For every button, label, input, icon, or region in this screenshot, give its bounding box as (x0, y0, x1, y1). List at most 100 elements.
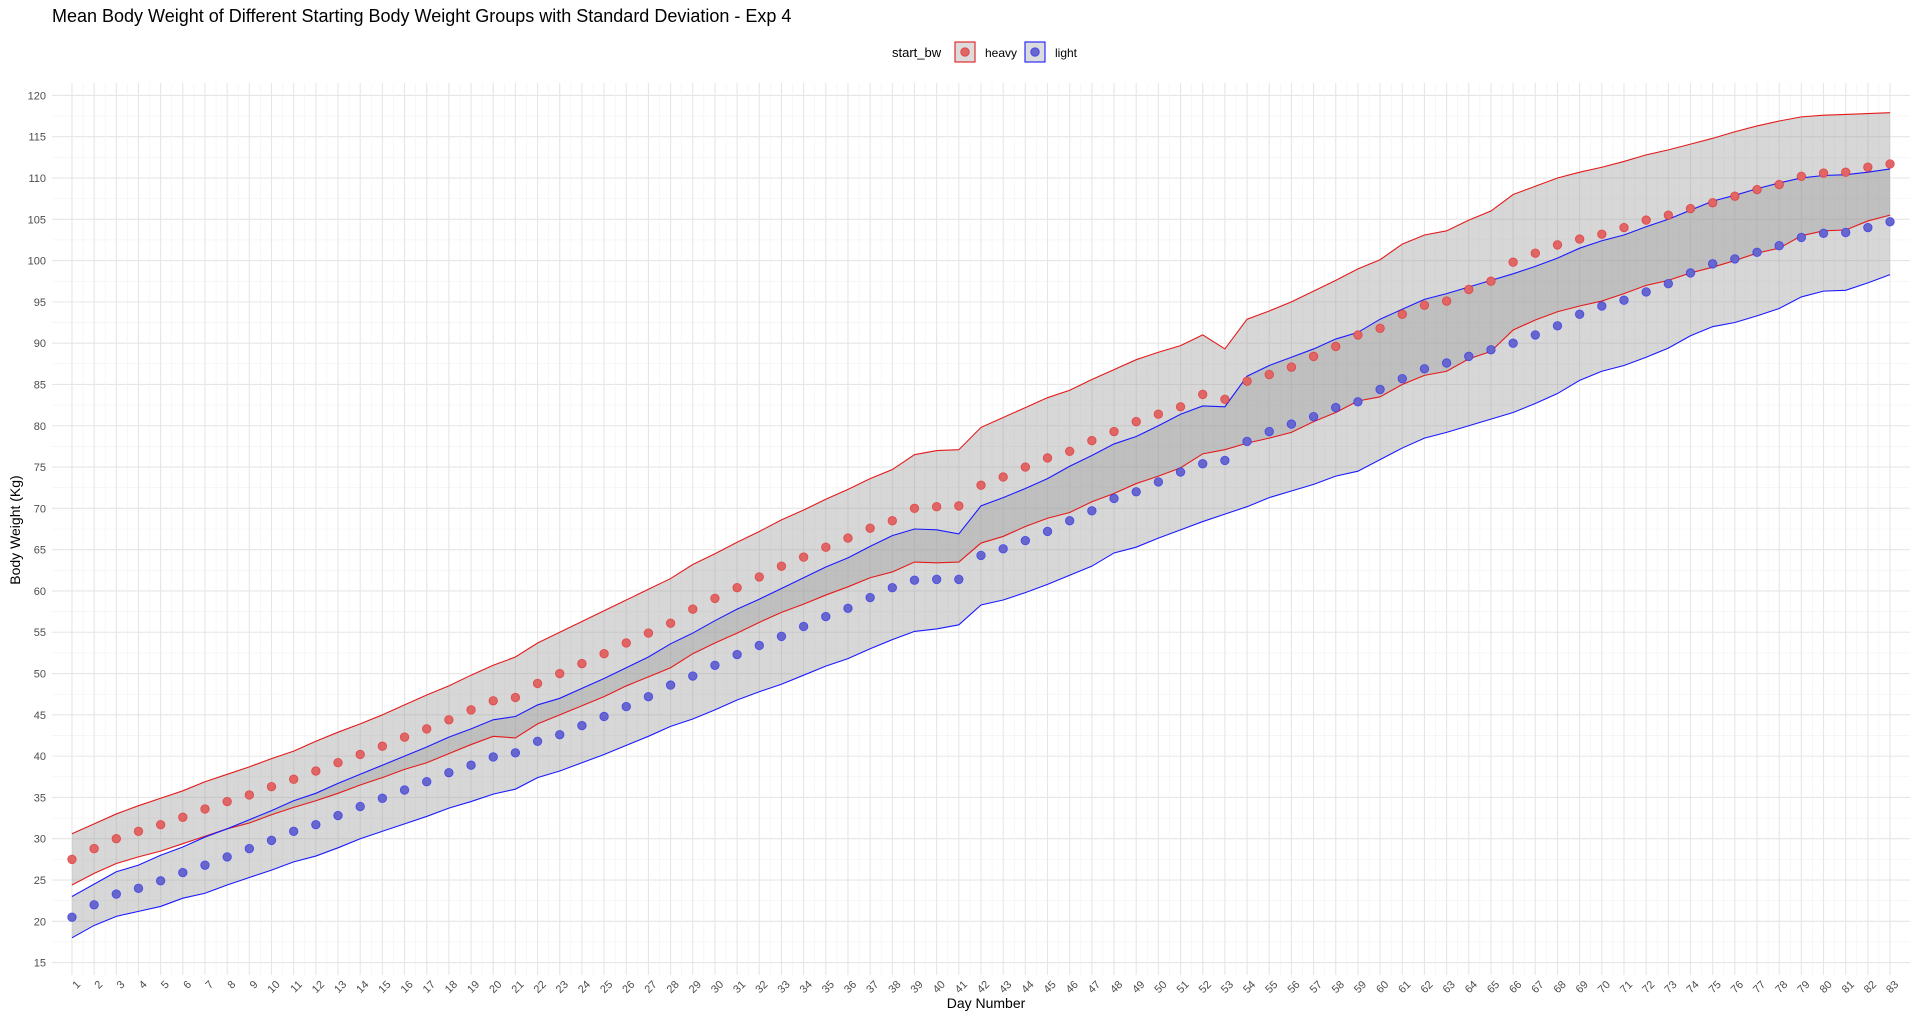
point-light (1663, 279, 1674, 289)
point-light (1353, 397, 1363, 407)
point-heavy (1486, 276, 1496, 286)
point-light (1042, 526, 1053, 537)
point-heavy (643, 628, 654, 638)
point-light (466, 760, 476, 770)
point-light (333, 810, 343, 821)
point-heavy (532, 678, 543, 689)
point-light (710, 660, 720, 670)
point-light (1863, 222, 1873, 233)
point-light (399, 785, 410, 795)
point-light (732, 649, 742, 660)
point-heavy (555, 668, 565, 679)
point-light (1707, 259, 1718, 269)
point-light (1242, 436, 1252, 447)
point-heavy (577, 658, 587, 669)
point-light (1818, 228, 1829, 239)
point-light (266, 835, 277, 846)
point-heavy (1264, 369, 1274, 380)
point-light (577, 720, 587, 731)
point-light (1397, 373, 1407, 384)
point-heavy (422, 724, 432, 734)
y-tick-label: 50 (34, 669, 46, 681)
point-heavy (1131, 416, 1141, 427)
point-heavy (931, 502, 942, 512)
point-heavy (1841, 167, 1851, 177)
y-tick-label: 40 (34, 751, 46, 763)
point-light (865, 592, 875, 603)
band-lower-heavy (71, 214, 1891, 886)
point-heavy (355, 749, 365, 760)
legend-point (1030, 47, 1040, 57)
point-light (1175, 467, 1186, 477)
point-heavy (444, 715, 454, 725)
point-light (1109, 493, 1119, 504)
point-light (754, 640, 764, 651)
y-tick-label: 35 (34, 792, 46, 804)
point-light (111, 889, 121, 899)
y-tick-label: 105 (28, 214, 46, 226)
point-heavy (333, 758, 343, 768)
point-heavy (843, 533, 853, 543)
point-light (422, 777, 432, 787)
y-tick-label: 100 (28, 256, 46, 268)
point-light (200, 860, 210, 870)
point-heavy (1020, 462, 1031, 472)
point-light (133, 883, 144, 893)
point-light (488, 752, 498, 762)
point-light (931, 574, 942, 585)
point-heavy (1153, 409, 1164, 419)
point-heavy (1685, 203, 1696, 214)
point-heavy (732, 582, 742, 593)
point-light (665, 680, 676, 690)
point-heavy (1530, 248, 1540, 258)
point-light (843, 603, 853, 613)
point-heavy (1198, 389, 1208, 400)
point-heavy (266, 781, 277, 792)
point-light (1020, 535, 1031, 546)
point-heavy (1663, 210, 1674, 220)
point-light (798, 621, 809, 632)
point-heavy (1175, 402, 1186, 412)
point-heavy (466, 705, 476, 715)
point-heavy (798, 552, 809, 562)
y-tick-label: 15 (34, 958, 46, 970)
point-light (643, 691, 654, 702)
point-light (555, 729, 565, 740)
point-heavy (244, 790, 255, 800)
point-heavy (1619, 222, 1629, 233)
point-heavy (89, 843, 99, 854)
y-tick-label: 65 (34, 545, 46, 557)
point-light (1441, 358, 1452, 368)
point-light (355, 801, 365, 812)
point-light (1064, 516, 1075, 526)
point-heavy (1774, 179, 1784, 190)
point-light (1530, 330, 1540, 340)
point-heavy (1308, 351, 1319, 362)
point-heavy (621, 638, 631, 648)
point-heavy (1796, 171, 1807, 182)
y-tick-label: 75 (34, 462, 46, 474)
y-tick-label: 30 (34, 834, 46, 846)
point-heavy (1397, 309, 1407, 319)
point-heavy (821, 542, 831, 552)
point-heavy (1508, 257, 1518, 267)
point-heavy (67, 854, 77, 865)
y-tick-label: 80 (34, 421, 46, 433)
point-heavy (976, 480, 986, 490)
point-light (688, 671, 698, 681)
point-light (821, 611, 831, 622)
point-light (1486, 345, 1496, 355)
point-light (1131, 487, 1141, 497)
point-heavy (1242, 376, 1252, 386)
point-heavy (1752, 184, 1762, 195)
point-light (1308, 411, 1319, 422)
point-heavy (1441, 296, 1452, 306)
point-heavy (909, 503, 920, 514)
point-light (311, 819, 321, 830)
point-heavy (222, 796, 232, 807)
point-heavy (1375, 323, 1385, 334)
point-heavy (1064, 446, 1075, 457)
y-tick-label: 55 (34, 627, 46, 639)
legend-key-light: light (1024, 41, 1078, 63)
